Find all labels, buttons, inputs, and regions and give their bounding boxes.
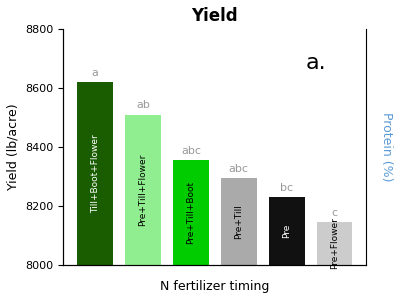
Text: Pre+Till+Flower: Pre+Till+Flower [138,154,148,226]
Text: Pre: Pre [282,224,291,238]
Bar [125,115,161,265]
Bar [77,82,113,265]
Text: Pre+Till+Boot: Pre+Till+Boot [186,181,195,244]
Text: bc: bc [280,183,293,193]
Bar [316,222,352,265]
X-axis label: N fertilizer timing: N fertilizer timing [160,280,270,293]
Bar [173,160,209,265]
Text: Pre+Flower: Pre+Flower [330,218,339,269]
Text: a: a [92,68,99,78]
Text: a.: a. [306,53,326,73]
Text: abc: abc [229,164,249,173]
Y-axis label: Yield (lb/acre): Yield (lb/acre) [7,104,20,190]
Text: Pre+Till: Pre+Till [234,204,243,239]
Y-axis label: Protein (%): Protein (%) [380,112,393,182]
Text: c: c [331,208,338,218]
Text: Till+Boot+Flower: Till+Boot+Flower [91,134,100,213]
Title: Yield: Yield [192,7,238,25]
Bar [269,197,304,265]
Text: abc: abc [181,146,201,156]
Text: ab: ab [136,100,150,110]
Bar [221,178,257,265]
